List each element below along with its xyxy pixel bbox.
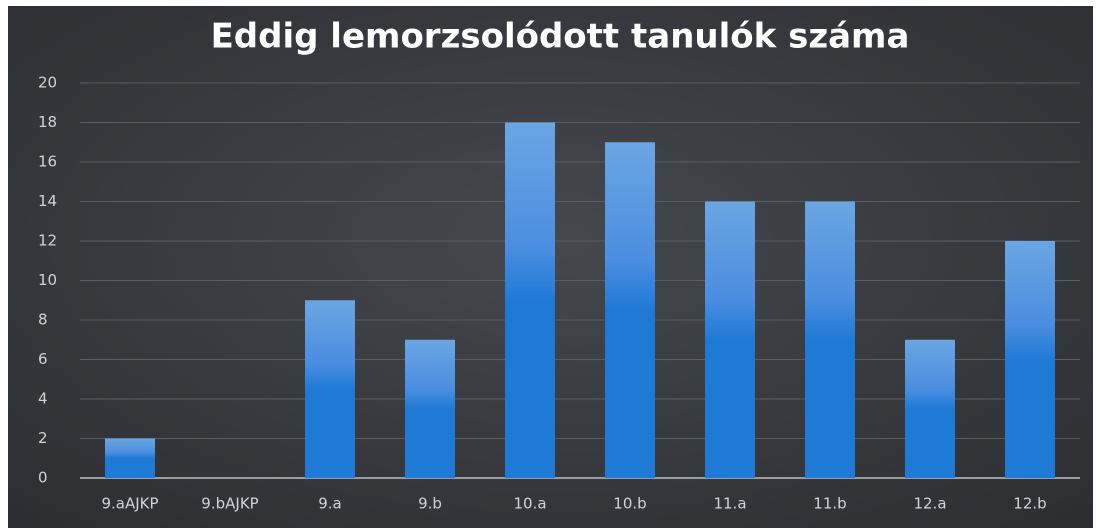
x-tick-label: 12.a bbox=[913, 495, 946, 513]
x-tick-label: 12.b bbox=[1013, 495, 1046, 513]
bar bbox=[305, 300, 355, 478]
bar bbox=[705, 201, 755, 478]
x-tick-label: 10.b bbox=[613, 495, 646, 513]
y-tick-label: 8 bbox=[38, 311, 48, 329]
y-tick-label: 12 bbox=[38, 232, 57, 250]
x-tick-label: 9.b bbox=[418, 495, 442, 513]
y-tick-label: 4 bbox=[38, 390, 48, 408]
bar bbox=[1005, 241, 1055, 478]
x-tick-label: 9.a bbox=[318, 495, 342, 513]
chart-title: Eddig lemorzsolódott tanulók száma bbox=[211, 17, 910, 57]
y-tick-label: 20 bbox=[38, 74, 57, 92]
y-tick-label: 0 bbox=[38, 469, 48, 487]
y-tick-label: 10 bbox=[38, 271, 57, 289]
bar bbox=[505, 122, 555, 478]
x-tick-label: 10.a bbox=[513, 495, 546, 513]
y-tick-label: 6 bbox=[38, 350, 48, 368]
y-tick-label: 14 bbox=[38, 192, 57, 210]
y-tick-label: 16 bbox=[38, 153, 57, 171]
bar bbox=[805, 201, 855, 478]
bar bbox=[605, 142, 655, 478]
bar bbox=[405, 339, 455, 478]
y-tick-label: 2 bbox=[38, 429, 48, 447]
bar bbox=[905, 339, 955, 478]
y-tick-label: 18 bbox=[38, 113, 57, 131]
bar bbox=[105, 438, 155, 478]
x-tick-label: 11.b bbox=[813, 495, 846, 513]
x-tick-label: 9.bAJKP bbox=[201, 495, 258, 513]
x-tick-label: 11.a bbox=[713, 495, 746, 513]
x-tick-label: 9.aAJKP bbox=[101, 495, 158, 513]
